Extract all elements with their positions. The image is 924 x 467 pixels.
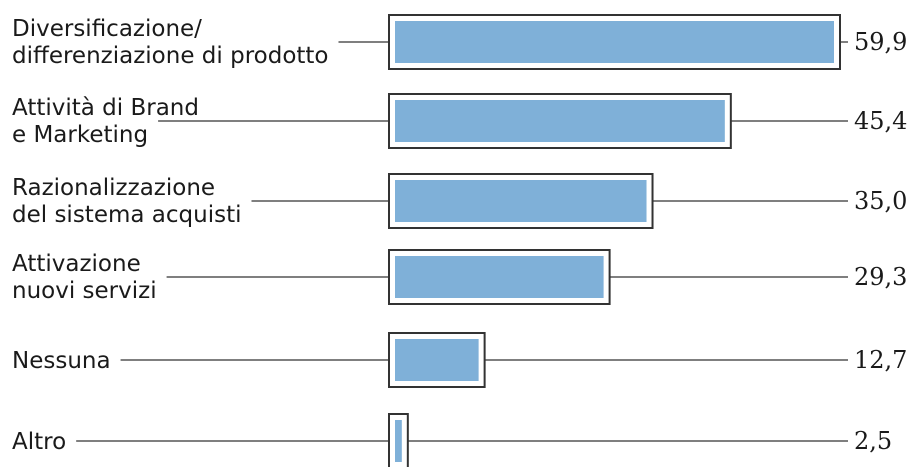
- bar: [395, 21, 834, 63]
- bar: [395, 420, 402, 462]
- category-label-line: Nessuna: [12, 348, 111, 374]
- category-label: Razionalizzazione del sistema acquisti: [12, 175, 241, 228]
- category-label: Attivazione nuovi servizi: [12, 251, 157, 304]
- data-label: 59,9: [854, 28, 907, 56]
- data-label: 2,5: [854, 427, 892, 455]
- data-label: 12,7: [854, 346, 907, 374]
- bar: [395, 180, 647, 222]
- data-label: 45,4: [854, 107, 907, 135]
- category-label-line: Diversificazione/: [12, 16, 202, 42]
- category-label-line: del sistema acquisti: [12, 202, 241, 228]
- category-label-line: Attività di Brand: [12, 95, 199, 121]
- category-label-line: Altro: [12, 429, 66, 455]
- category-label-line: Razionalizzazione: [12, 175, 215, 201]
- data-label: 29,3: [854, 263, 907, 291]
- bar: [395, 100, 725, 142]
- bar: [395, 339, 479, 381]
- bar: [395, 256, 604, 298]
- category-label-line: Attivazione: [12, 251, 141, 277]
- category-label-line: differenziazione di prodotto: [12, 43, 329, 69]
- category-label: Nessuna: [12, 348, 111, 374]
- category-label: Diversificazione/differenziazione di pro…: [12, 16, 329, 69]
- category-label: Altro: [12, 429, 66, 455]
- category-label-line: e Marketing: [12, 122, 148, 148]
- category-label-line: nuovi servizi: [12, 278, 157, 304]
- data-label: 35,0: [854, 187, 907, 215]
- category-label: Attività di Brand e Marketing: [12, 95, 199, 148]
